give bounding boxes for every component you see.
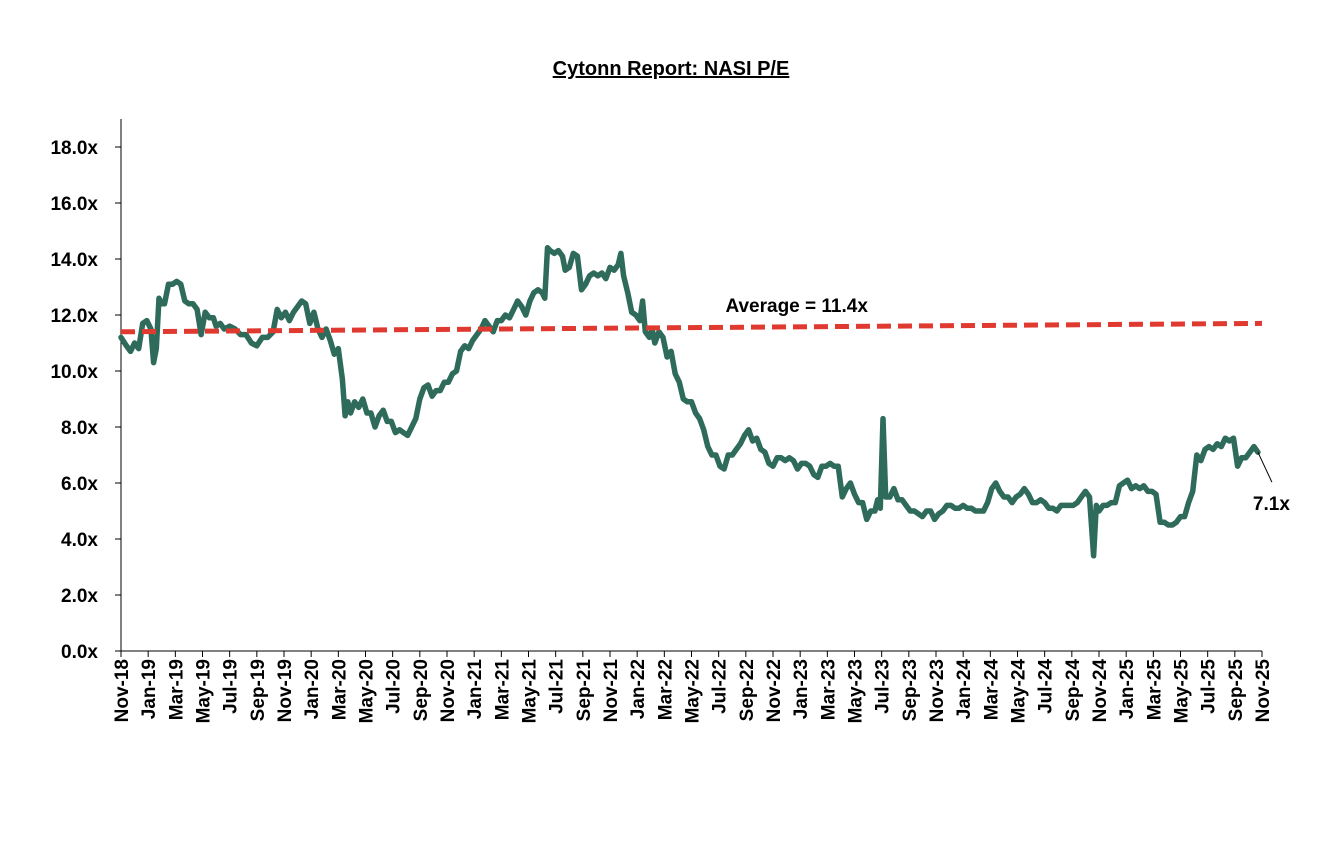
x-tick-label: Mar-22 <box>655 659 676 720</box>
y-tick-label: 6.0x <box>61 474 98 495</box>
x-tick-label: Sep-21 <box>574 659 595 722</box>
average-line <box>120 320 1263 335</box>
last-value-label: 7.1x <box>1253 494 1290 515</box>
x-tick-label: Sep-22 <box>737 659 758 721</box>
y-tick-label: 14.0x <box>50 250 98 271</box>
x-tick-label: Jan-19 <box>139 659 160 719</box>
x-tick-label: Nov-25 <box>1253 659 1274 723</box>
x-tick-label: Sep-19 <box>248 659 269 721</box>
x-tick-label: Jul-22 <box>710 659 731 714</box>
x-tick-label: Mar-21 <box>492 659 513 721</box>
y-tick-label: 8.0x <box>61 418 98 439</box>
x-tick-label: Mar-24 <box>981 659 1002 721</box>
x-tick-label: Nov-22 <box>764 659 785 722</box>
y-tick-label: 10.0x <box>50 362 98 383</box>
y-tick-label: 0.0x <box>61 642 98 663</box>
x-tick-label: May-23 <box>846 659 867 723</box>
last-value-leader <box>1257 451 1273 483</box>
x-tick-label: Jul-25 <box>1199 659 1220 714</box>
x-tick-label: Mar-20 <box>329 659 350 720</box>
x-tick-label: Mar-25 <box>1144 659 1165 721</box>
x-tick-label: Jan-21 <box>465 659 486 720</box>
x-tick-label: Nov-18 <box>112 659 133 722</box>
x-tick-label: Jul-20 <box>384 659 405 714</box>
x-tick-label: Sep-24 <box>1063 659 1084 722</box>
x-tick-label: Jan-23 <box>791 659 812 719</box>
y-tick-label: 18.0x <box>50 138 98 159</box>
x-tick-label: Jul-23 <box>873 659 894 714</box>
x-tick-label: May-19 <box>194 659 215 723</box>
x-tick-label: Mar-19 <box>166 659 187 720</box>
average-annotation: Average = 11.4x <box>725 296 868 317</box>
x-tick-label: Sep-23 <box>900 659 921 721</box>
y-tick-label: 2.0x <box>61 586 98 607</box>
x-tick-label: Mar-23 <box>818 659 839 720</box>
x-tick-label: Nov-24 <box>1090 659 1111 723</box>
x-tick-label: May-20 <box>357 659 378 723</box>
x-tick-label: Jan-20 <box>302 659 323 719</box>
x-tick-label: Nov-20 <box>438 659 459 722</box>
x-tick-label: Jan-25 <box>1117 659 1138 720</box>
y-tick-label: 16.0x <box>50 194 98 215</box>
x-tick-label: May-24 <box>1009 659 1030 724</box>
x-tick-label: Nov-19 <box>275 659 296 722</box>
x-tick-label: May-22 <box>683 659 704 723</box>
x-tick-label: May-21 <box>520 659 541 724</box>
y-tick-label: 12.0x <box>50 306 98 327</box>
x-tick-label: Jul-19 <box>221 659 242 714</box>
x-tick-label: Sep-20 <box>411 659 432 721</box>
x-tick-label: Nov-23 <box>927 659 948 722</box>
x-tick-label: Jul-21 <box>547 659 568 714</box>
x-tick-label: Sep-25 <box>1226 659 1247 722</box>
chart-title: Cytonn Report: NASI P/E <box>552 58 790 80</box>
x-tick-label: Jan-24 <box>954 659 975 720</box>
x-tick-label: May-25 <box>1172 659 1193 724</box>
pe-series-line <box>118 245 1261 559</box>
x-tick-label: Jul-24 <box>1036 659 1057 714</box>
x-tick-label: Nov-21 <box>601 659 622 723</box>
x-tick-label: Jan-22 <box>628 659 649 719</box>
y-tick-label: 4.0x <box>61 530 98 551</box>
